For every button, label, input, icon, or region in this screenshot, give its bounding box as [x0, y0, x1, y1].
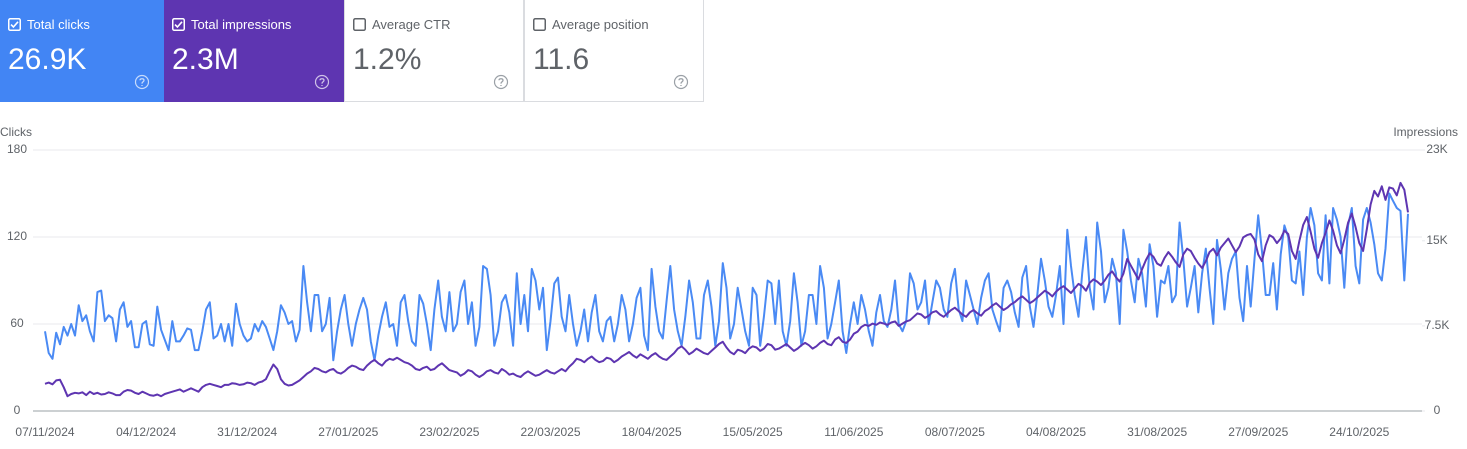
x-tick-label: 24/10/2025 — [1329, 425, 1389, 439]
help-icon[interactable] — [134, 74, 150, 90]
x-tick-label: 15/05/2025 — [723, 425, 783, 439]
series-line — [44, 181, 1409, 398]
y-tick-label: 120 — [7, 229, 27, 243]
metric-value: 2.3M — [172, 43, 239, 76]
series-line — [44, 192, 1409, 362]
y2-axis-title: Impressions — [1393, 125, 1458, 139]
help-circle — [134, 74, 150, 90]
help-icon[interactable] — [493, 74, 509, 90]
x-tick-label: 31/08/2025 — [1127, 425, 1187, 439]
help-icon[interactable] — [673, 74, 689, 90]
metric-card[interactable]: Average position 11.6 — [524, 0, 704, 102]
checkbox-frame — [8, 18, 21, 31]
y-tick-label: 180 — [7, 142, 27, 156]
y-tick-label: 0 — [14, 403, 21, 417]
metric-value: 11.6 — [533, 43, 590, 76]
chart: Clicks Impressions 0 60 120 180 0 7.5K 15K 23K 0… — [0, 125, 1458, 439]
checkbox-frame — [172, 18, 185, 31]
checkbox[interactable] — [172, 18, 185, 31]
x-tick-label: 11/06/2025 — [824, 425, 883, 439]
help-mark — [139, 78, 145, 86]
x-tick-label: 23/02/2025 — [419, 425, 479, 439]
help-mark — [498, 78, 504, 86]
x-tick-label: 27/09/2025 — [1228, 425, 1288, 439]
help-circle — [314, 74, 330, 90]
metric-label: Average CTR — [372, 17, 451, 32]
help-mark — [319, 78, 325, 86]
metric-card[interactable]: Total impressions 2.3M — [164, 0, 344, 102]
x-tick-label: 22/03/2025 — [520, 425, 580, 439]
y2-tick-label: 0 — [1434, 403, 1441, 417]
help-icon[interactable] — [314, 74, 330, 90]
x-tick-label: 04/08/2025 — [1026, 425, 1086, 439]
metric-cards: Total clicks 26.9K Total impressions 2.3M Av… — [0, 0, 704, 103]
y2-tick-label: 7.5K — [1425, 318, 1450, 332]
x-tick-label: 31/12/2024 — [217, 425, 277, 439]
x-tick-label: 27/01/2025 — [318, 425, 378, 439]
x-tick-label: 18/04/2025 — [622, 425, 682, 439]
y-axis-title: Clicks — [0, 125, 32, 139]
x-tick-label: 04/12/2024 — [116, 425, 176, 439]
metric-card[interactable]: Average CTR 1.2% — [344, 0, 524, 102]
metric-card[interactable]: Total clicks 26.9K — [0, 0, 164, 102]
help-circle — [673, 74, 689, 90]
metric-label: Total impressions — [191, 17, 292, 32]
x-tick-label: 07/11/2024 — [15, 425, 74, 439]
checkbox-frame — [533, 18, 546, 31]
y-tick-label: 60 — [10, 316, 24, 330]
metric-value: 26.9K — [8, 43, 87, 76]
help-circle — [493, 74, 509, 90]
checkmark — [10, 21, 19, 29]
checkmark — [174, 21, 183, 29]
metric-value: 1.2% — [353, 43, 422, 76]
help-mark — [678, 78, 684, 86]
checkbox-frame — [353, 18, 366, 31]
y2-tick-label: 23K — [1426, 142, 1447, 156]
checkbox[interactable] — [8, 18, 21, 31]
metric-label: Total clicks — [27, 17, 90, 32]
checkbox[interactable] — [533, 18, 546, 31]
x-tick-label: 08/07/2025 — [925, 425, 985, 439]
checkbox[interactable] — [353, 18, 366, 31]
metric-label: Average position — [552, 17, 649, 32]
y2-tick-label: 15K — [1426, 233, 1447, 247]
